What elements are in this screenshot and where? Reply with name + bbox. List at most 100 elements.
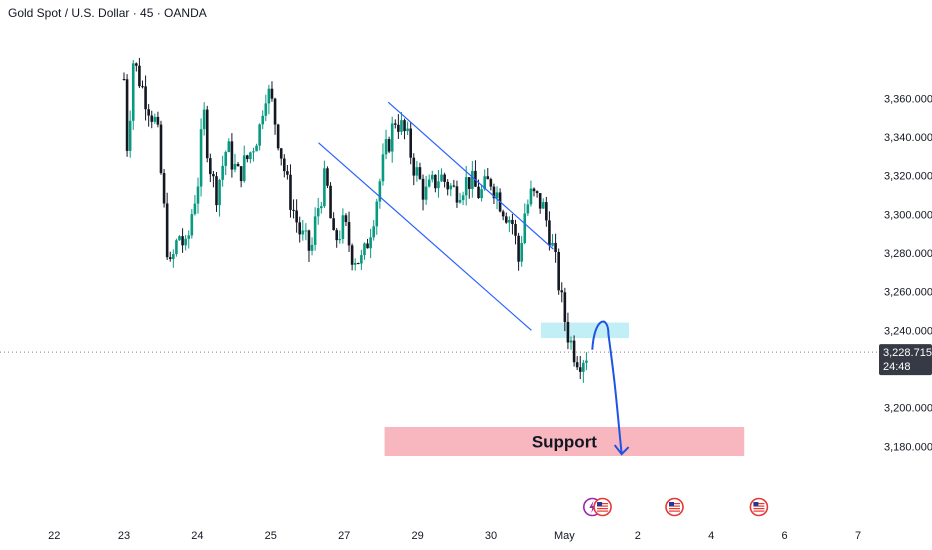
candle-body-140 [554, 242, 557, 252]
candle-body-98 [424, 186, 428, 200]
x-tick-label-9: 4 [708, 530, 714, 542]
candle-body-130 [523, 213, 527, 244]
candle-body-124 [504, 216, 508, 223]
candle-body-63 [316, 208, 320, 217]
candle-body-134 [535, 191, 539, 194]
candle-body-76 [356, 262, 360, 264]
flag-stripe [753, 508, 765, 510]
candle-body-104 [443, 174, 446, 182]
candle-body-87 [390, 123, 394, 152]
candle-body-11 [156, 116, 160, 125]
candle-body-133 [532, 188, 536, 192]
candle-body-26 [202, 109, 206, 130]
candle-body-72 [344, 215, 348, 223]
countdown-timer: 24:48 [883, 361, 911, 373]
candle-body-117 [483, 176, 486, 190]
candle-body-74 [350, 245, 354, 265]
candle-body-15 [168, 257, 172, 259]
candle-body-19 [181, 236, 184, 246]
flag-stripe [597, 508, 609, 510]
candle-body-0 [122, 79, 126, 80]
y-tick-label-5: 3,300.000 [884, 209, 932, 221]
event-markers [582, 497, 769, 517]
candle-body-119 [489, 179, 493, 187]
y-tick-label-7: 3,340.000 [884, 132, 932, 144]
candle-body-62 [313, 216, 317, 245]
candle-body-99 [427, 179, 431, 187]
channel-upper-line [387, 101, 554, 250]
candle-body-59 [304, 230, 308, 232]
candle-body-111 [464, 177, 468, 196]
candle-body-100 [430, 174, 434, 180]
y-tick-label-3: 3,260.000 [884, 287, 932, 299]
candle-body-139 [551, 242, 554, 246]
candle-body-57 [298, 222, 302, 235]
candle-body-110 [461, 195, 465, 201]
candle-body-145 [569, 340, 573, 343]
x-tick-label-7: May [554, 530, 575, 542]
flag-canton [669, 502, 674, 506]
support-zone [384, 427, 745, 456]
candle-body-114 [474, 170, 477, 187]
candle-body-86 [387, 139, 391, 152]
candle-body-103 [440, 174, 443, 182]
candle-body-147 [575, 362, 579, 368]
candle-body-43 [255, 145, 258, 152]
candle-body-150 [585, 360, 588, 363]
candle-body-65 [323, 168, 326, 207]
candle-body-49 [273, 98, 277, 125]
candle-body-148 [578, 367, 582, 372]
flag-stripe [753, 510, 765, 512]
support-label: Support [532, 433, 597, 452]
candle-body-37 [236, 163, 240, 167]
candle-body-28 [209, 158, 212, 175]
y-tick-label-4: 3,280.000 [884, 248, 932, 260]
flag-stripe [669, 508, 680, 510]
candle-body-129 [520, 243, 523, 262]
candle-body-136 [541, 202, 545, 209]
candle-body-75 [353, 262, 357, 265]
flag-stripe [669, 510, 680, 512]
candle-body-84 [381, 154, 385, 182]
candle-body-71 [341, 215, 345, 239]
flag-stripe [597, 510, 609, 512]
resistance-zone [540, 322, 629, 339]
candle-body-92 [406, 128, 409, 132]
flag-stripe [753, 503, 765, 505]
candle-body-109 [458, 200, 462, 203]
candle-body-58 [301, 230, 305, 235]
candle-body-16 [172, 254, 175, 259]
candle-body-51 [279, 148, 283, 159]
candle-body-48 [270, 88, 274, 99]
candle-body-29 [212, 174, 215, 177]
candle-body-115 [477, 186, 480, 199]
candle-body-36 [233, 163, 237, 170]
candle-body-78 [363, 243, 366, 256]
candle-body-53 [286, 171, 289, 175]
candle-body-13 [162, 173, 166, 204]
candle-body-50 [276, 124, 280, 149]
candle-body-32 [221, 165, 224, 180]
candle-body-80 [369, 237, 372, 249]
candle-body-44 [258, 124, 261, 146]
x-axis: 22 23 24 25 27 29 30 May 2 4 6 7 [48, 530, 861, 542]
x-tick-label-3: 25 [265, 530, 277, 542]
candle-body-82 [375, 201, 379, 227]
candle-body-107 [452, 185, 456, 187]
candle-body-126 [511, 219, 514, 225]
candle-body-25 [199, 129, 203, 187]
candle-body-123 [501, 211, 505, 217]
candle-body-42 [252, 151, 255, 153]
flag-stripe [597, 505, 609, 507]
candle-body-18 [178, 236, 181, 241]
candle-body-68 [332, 218, 335, 231]
candle-body-108 [455, 186, 459, 203]
candle-body-46 [264, 103, 268, 116]
candle-body-34 [227, 141, 231, 153]
us-flag-icon [665, 497, 684, 517]
us-flag-icon [749, 497, 769, 517]
candle-body-23 [193, 203, 197, 215]
event-marker-ring-2 [665, 497, 684, 517]
candle-body-2 [128, 120, 132, 151]
